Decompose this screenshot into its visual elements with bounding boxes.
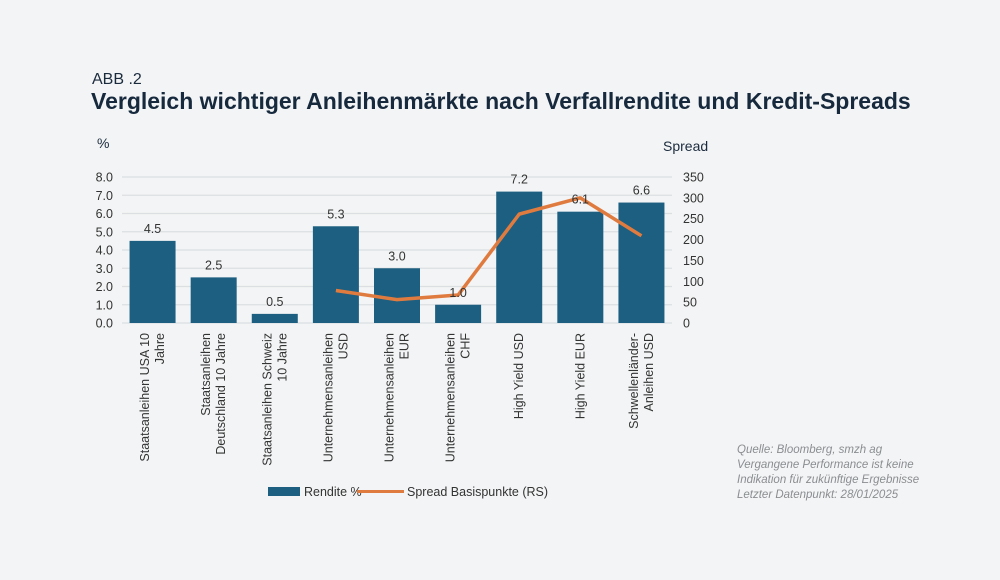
data-label: 1.0 (449, 286, 466, 300)
y-tick-label: 3.0 (96, 262, 113, 276)
x-tick-label: Anleihen USD (642, 333, 656, 412)
y-axis-label: % (97, 135, 109, 151)
x-tick-label: Unternehmensanleihen (383, 333, 397, 462)
y2-axis-label: Spread (663, 138, 708, 154)
bar (129, 240, 176, 323)
x-tick-label: Jahre (153, 333, 167, 364)
x-tick-label: Schwellenländer- (627, 333, 641, 429)
y2-tick-label: 350 (683, 171, 704, 185)
figure-label: ABB .2 (92, 71, 142, 88)
chart-title: Vergleich wichtiger Anleihenmärkte nach … (91, 88, 911, 114)
y2-tick-label: 300 (683, 191, 704, 205)
source-line: Quelle: Bloomberg, smzh ag (737, 444, 883, 456)
y2-tick-label: 100 (683, 275, 704, 289)
y-tick-label: 7.0 (96, 189, 113, 203)
y2-tick-label: 250 (683, 212, 704, 226)
data-label: 0.5 (266, 295, 283, 309)
bar (618, 202, 665, 323)
x-tick-label: Unternehmensanleihen (444, 333, 458, 462)
y2-tick-label: 200 (683, 233, 704, 247)
x-tick-label: 10 Jahre (275, 333, 289, 382)
x-tick-label: Unternehmensanleihen (321, 333, 335, 462)
y2-tick-label: 150 (683, 254, 704, 268)
y-tick-label: 5.0 (96, 225, 113, 239)
bar (435, 304, 482, 323)
x-tick-label: High Yield USD (512, 333, 526, 419)
legend-label: Spread Basispunkte (RS) (407, 485, 548, 499)
y-tick-label: 2.0 (96, 280, 113, 294)
bar (312, 226, 359, 323)
source-line: Indikation für zukünftige Ergebnisse (737, 474, 920, 486)
y-tick-label: 8.0 (96, 171, 113, 185)
source-line: Letzter Datenpunkt: 28/01/2025 (737, 489, 899, 501)
bar (251, 313, 298, 323)
y2-tick-label: 50 (683, 296, 697, 310)
y-tick-label: 0.0 (96, 317, 113, 331)
x-tick-label: Staatsanleihen (199, 333, 213, 416)
data-label: 2.5 (205, 258, 222, 272)
legend-bar-swatch (268, 487, 300, 496)
data-label: 4.5 (144, 222, 161, 236)
y-tick-label: 1.0 (96, 298, 113, 312)
data-label: 3.0 (388, 249, 405, 263)
source-note: Quelle: Bloomberg, smzh ag Vergangene Pe… (737, 443, 919, 503)
spread-line (335, 196, 643, 302)
bar (190, 277, 237, 323)
x-tick-label: Staatsanleihen USA 10 (138, 333, 152, 462)
x-tick-label: CHF (459, 333, 473, 359)
y-tick-label: 6.0 (96, 207, 113, 221)
x-tick-label: USD (336, 333, 350, 359)
data-label: 5.3 (327, 207, 344, 221)
x-tick-label: Deutschland 10 Jahre (214, 333, 228, 455)
x-tick-label: High Yield EUR (573, 333, 587, 419)
y2-tick-label: 0 (683, 317, 690, 331)
y-tick-label: 4.0 (96, 244, 113, 258)
x-tick-label: Staatsanleihen Schweiz (260, 333, 274, 466)
bar (557, 211, 604, 323)
x-tick-label: EUR (398, 333, 412, 359)
data-label: 7.2 (511, 173, 528, 187)
data-label: 6.6 (633, 184, 650, 198)
data-label: 6.1 (572, 193, 589, 207)
legend-label: Rendite % (304, 485, 362, 499)
source-line: Vergangene Performance ist keine (737, 459, 914, 471)
